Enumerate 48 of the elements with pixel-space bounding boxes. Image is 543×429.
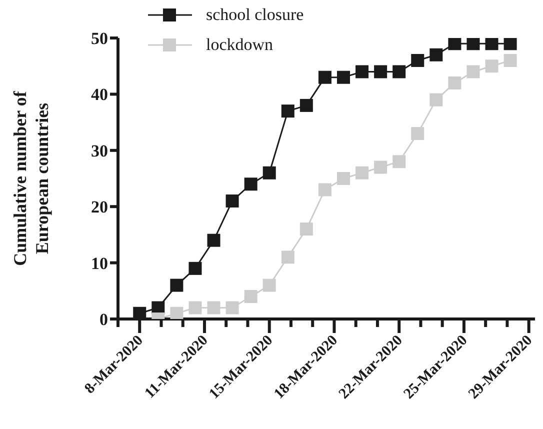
y-tick-label: 40 bbox=[91, 85, 108, 104]
point bbox=[188, 301, 202, 314]
point bbox=[466, 65, 480, 78]
point bbox=[485, 60, 498, 73]
point bbox=[188, 262, 202, 275]
point bbox=[318, 183, 332, 196]
point bbox=[374, 160, 388, 174]
point bbox=[430, 48, 443, 62]
y-tick-label: 20 bbox=[91, 198, 108, 217]
point bbox=[300, 98, 313, 112]
point bbox=[226, 194, 239, 208]
point bbox=[392, 65, 406, 78]
point bbox=[448, 76, 462, 90]
y-tick-label: 0 bbox=[100, 310, 108, 330]
point bbox=[336, 70, 350, 84]
point bbox=[207, 234, 220, 247]
point bbox=[356, 166, 369, 180]
point bbox=[281, 104, 294, 118]
y-axis-title: Cumulative number of European countries bbox=[10, 90, 52, 266]
legend-label: lockdown bbox=[206, 35, 274, 55]
point bbox=[448, 38, 462, 50]
y-tick-label: 50 bbox=[91, 29, 108, 48]
y-tick-label: 10 bbox=[91, 254, 108, 273]
point bbox=[318, 70, 332, 84]
point bbox=[244, 290, 258, 304]
point bbox=[262, 278, 276, 292]
point bbox=[336, 172, 350, 185]
y-tick-label: 30 bbox=[91, 141, 108, 160]
point bbox=[244, 178, 258, 191]
point bbox=[430, 93, 443, 106]
point bbox=[300, 222, 313, 236]
point bbox=[207, 301, 220, 314]
point bbox=[411, 54, 424, 67]
point bbox=[392, 155, 406, 168]
point bbox=[504, 38, 517, 50]
point bbox=[170, 306, 184, 319]
point bbox=[226, 301, 239, 314]
point bbox=[262, 166, 276, 180]
point bbox=[170, 278, 184, 292]
point bbox=[133, 306, 146, 319]
point bbox=[374, 65, 388, 78]
point bbox=[466, 38, 480, 50]
legend-label: school closure bbox=[206, 5, 304, 25]
point bbox=[485, 38, 498, 50]
point bbox=[281, 250, 294, 264]
point bbox=[504, 54, 517, 67]
point bbox=[356, 65, 369, 78]
point bbox=[411, 127, 424, 140]
